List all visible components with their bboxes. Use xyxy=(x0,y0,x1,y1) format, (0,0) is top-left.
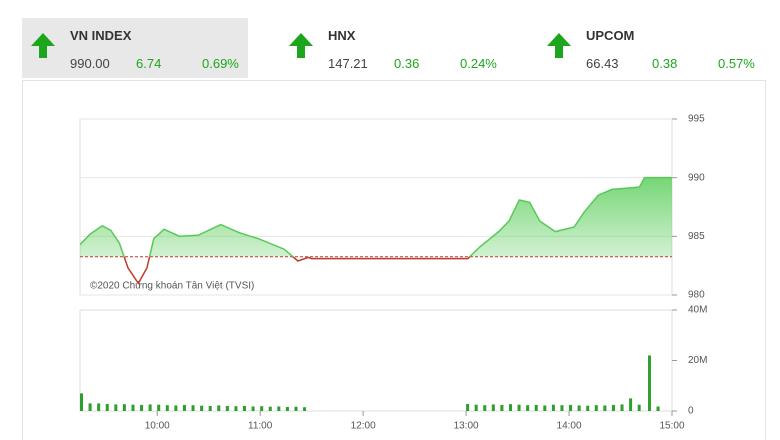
ticker-name: UPCOM xyxy=(586,28,635,43)
volume-bar xyxy=(526,405,530,411)
volume-bar xyxy=(534,404,538,411)
volume-bar xyxy=(303,407,307,411)
volume-bar xyxy=(260,406,264,411)
x-tick-label: 11:00 xyxy=(248,421,273,432)
ticker-card[interactable]: VN INDEX 990.00 6.74 0.69% xyxy=(22,18,248,78)
volume-bar xyxy=(500,404,504,411)
volume-bar xyxy=(603,405,607,411)
volume-bar xyxy=(105,403,109,411)
x-tick-label: 15:00 xyxy=(659,421,684,432)
plot-border xyxy=(79,118,673,296)
volume-bar xyxy=(182,404,186,411)
volume-bar xyxy=(114,404,118,411)
volume-bar xyxy=(508,404,512,411)
y-tick-label: 0 xyxy=(688,406,694,417)
volume-bar xyxy=(234,406,238,411)
watermark: ©2020 Chứng khoán Tân Việt (TVSI) xyxy=(90,281,254,292)
ticker-change: 6.74 xyxy=(136,56,162,71)
volume-bar xyxy=(466,403,470,411)
ticker-value: 66.43 xyxy=(586,56,619,71)
volume-bar xyxy=(637,404,641,411)
y-tick-label: 980 xyxy=(688,290,705,301)
volume-bar xyxy=(517,404,521,411)
y-tick-label: 985 xyxy=(688,231,705,242)
volume-bar xyxy=(165,405,169,411)
volume-bar xyxy=(577,405,581,411)
volume-bar xyxy=(285,406,289,411)
volume-bar xyxy=(225,405,229,411)
ticker-change: 0.36 xyxy=(394,56,420,71)
volume-bar xyxy=(629,398,633,411)
volume-bar xyxy=(148,404,152,411)
ticker-card[interactable]: UPCOM 66.43 0.38 0.57% xyxy=(538,18,764,78)
volume-bar xyxy=(611,404,615,411)
y-tick-label: 990 xyxy=(688,172,705,183)
volume-bar xyxy=(140,404,144,411)
x-tick-label: 14:00 xyxy=(557,421,582,432)
up-arrow xyxy=(547,33,571,58)
ticker-name: HNX xyxy=(328,28,356,43)
chart-frame xyxy=(22,80,766,440)
volume-bar xyxy=(491,404,495,411)
volume-bar xyxy=(217,405,221,411)
volume-bar xyxy=(243,405,247,411)
volume-bar xyxy=(620,404,624,411)
volume-bar xyxy=(647,355,651,411)
plot-border xyxy=(79,309,673,412)
x-tick-label: 10:00 xyxy=(145,421,170,432)
x-tick-label: 12:00 xyxy=(351,421,376,432)
up-arrow xyxy=(289,33,313,58)
volume-bar xyxy=(268,406,272,411)
volume-bar xyxy=(200,405,204,411)
ticker-percent: 0.24% xyxy=(460,56,497,71)
ticker-card[interactable]: HNX 147.21 0.36 0.24% xyxy=(280,18,506,78)
volume-bar xyxy=(208,405,212,411)
volume-bar xyxy=(543,405,547,411)
volume-bar xyxy=(277,406,281,411)
volume-bar xyxy=(294,406,298,411)
price-line xyxy=(123,256,471,285)
x-tick-label: 13:00 xyxy=(454,421,479,432)
volume-bar xyxy=(474,404,478,411)
volume-bar xyxy=(174,405,178,411)
ticker-value: 147.21 xyxy=(328,56,368,71)
volume-bar xyxy=(569,404,573,411)
volume-bar xyxy=(122,404,126,411)
volume-bar xyxy=(157,404,161,411)
volume-bar xyxy=(131,404,135,411)
ticker-name: VN INDEX xyxy=(70,28,132,43)
volume-bar xyxy=(594,405,598,411)
ticker-value: 990.00 xyxy=(70,56,110,71)
ticker-percent: 0.57% xyxy=(718,56,755,71)
volume-bar xyxy=(656,406,660,411)
y-tick-label: 20M xyxy=(688,355,707,366)
volume-bar xyxy=(251,406,255,411)
volume-bar xyxy=(560,405,564,411)
volume-bar xyxy=(586,405,590,411)
volume-bar xyxy=(88,403,92,411)
ticker-percent: 0.69% xyxy=(202,56,239,71)
volume-bar xyxy=(80,393,83,411)
volume-bar xyxy=(551,404,555,411)
area xyxy=(80,177,672,257)
volume-bar xyxy=(191,405,195,411)
price-line xyxy=(80,176,672,257)
y-tick-label: 995 xyxy=(688,114,705,125)
volume-bar xyxy=(97,403,101,411)
volume-bar xyxy=(483,405,487,411)
ticker-change: 0.38 xyxy=(652,56,678,71)
y-tick-label: 40M xyxy=(688,305,707,316)
up-arrow xyxy=(31,33,55,58)
